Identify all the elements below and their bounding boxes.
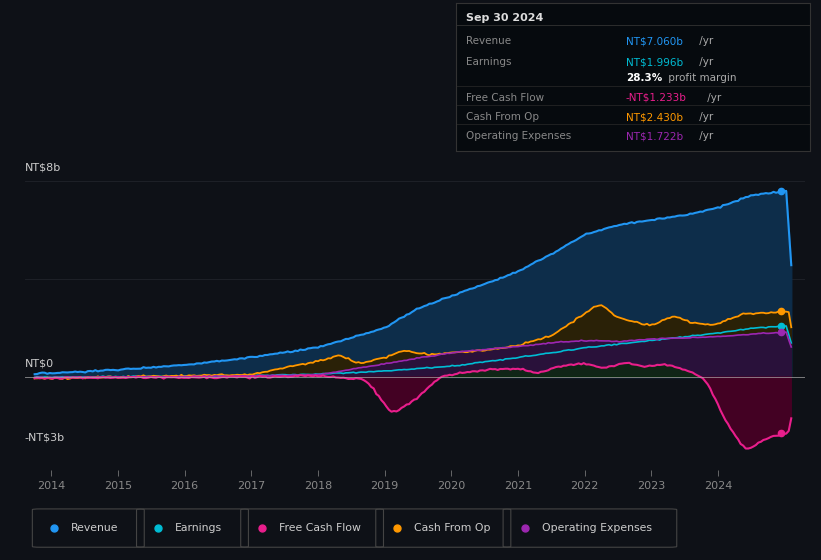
Text: Cash From Op: Cash From Op [415, 523, 491, 533]
Text: 28.3%: 28.3% [626, 73, 663, 83]
Text: /yr: /yr [696, 112, 713, 122]
Text: Free Cash Flow: Free Cash Flow [466, 93, 544, 103]
Text: Revenue: Revenue [71, 523, 118, 533]
Text: NT$1.996b: NT$1.996b [626, 57, 683, 67]
Text: Cash From Op: Cash From Op [466, 112, 539, 122]
Text: -NT$3b: -NT$3b [25, 432, 65, 442]
Text: Operating Expenses: Operating Expenses [542, 523, 652, 533]
Text: -NT$1.233b: -NT$1.233b [626, 93, 687, 103]
Text: Revenue: Revenue [466, 36, 511, 46]
Text: Earnings: Earnings [175, 523, 222, 533]
Text: /yr: /yr [696, 36, 713, 46]
Text: /yr: /yr [696, 132, 713, 141]
Text: NT$7.060b: NT$7.060b [626, 36, 683, 46]
Text: Free Cash Flow: Free Cash Flow [279, 523, 361, 533]
Text: Earnings: Earnings [466, 57, 511, 67]
Text: /yr: /yr [696, 57, 713, 67]
Text: /yr: /yr [704, 93, 721, 103]
Text: NT$1.722b: NT$1.722b [626, 132, 683, 141]
Text: NT$8b: NT$8b [25, 162, 61, 172]
Text: Sep 30 2024: Sep 30 2024 [466, 13, 544, 23]
Text: Operating Expenses: Operating Expenses [466, 132, 571, 141]
Text: NT$2.430b: NT$2.430b [626, 112, 683, 122]
Text: profit margin: profit margin [665, 73, 736, 83]
Text: NT$0: NT$0 [25, 359, 53, 368]
